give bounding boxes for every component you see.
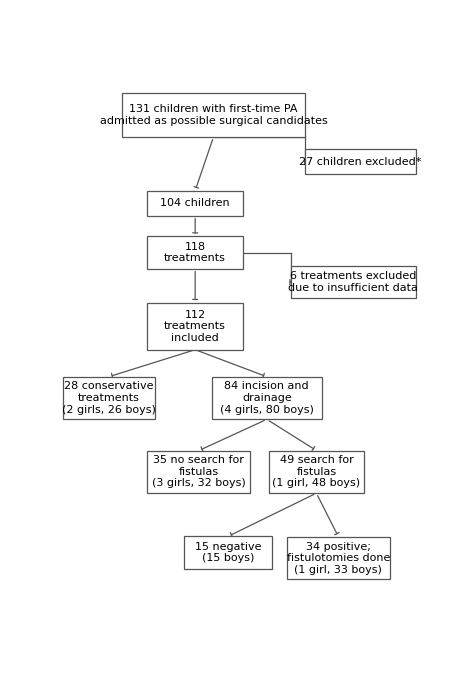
FancyBboxPatch shape bbox=[122, 92, 305, 137]
FancyBboxPatch shape bbox=[291, 266, 416, 298]
FancyBboxPatch shape bbox=[147, 190, 243, 215]
Text: 131 children with first-time PA
admitted as possible surgical candidates: 131 children with first-time PA admitted… bbox=[100, 104, 328, 126]
FancyBboxPatch shape bbox=[147, 236, 243, 269]
Text: 6 treatments excluded
due to insufficient data: 6 treatments excluded due to insufficien… bbox=[288, 271, 418, 293]
Text: 118
treatments: 118 treatments bbox=[164, 242, 226, 263]
Text: 84 incision and
drainage
(4 girls, 80 boys): 84 incision and drainage (4 girls, 80 bo… bbox=[220, 381, 314, 414]
Text: 15 negative
(15 boys): 15 negative (15 boys) bbox=[195, 541, 262, 563]
Text: 49 search for
fistulas
(1 girl, 48 boys): 49 search for fistulas (1 girl, 48 boys) bbox=[273, 455, 360, 489]
FancyBboxPatch shape bbox=[147, 450, 250, 493]
FancyBboxPatch shape bbox=[212, 377, 322, 419]
FancyBboxPatch shape bbox=[147, 303, 243, 350]
FancyBboxPatch shape bbox=[184, 537, 272, 568]
FancyBboxPatch shape bbox=[305, 149, 416, 174]
Text: 35 no search for
fistulas
(3 girls, 32 boys): 35 no search for fistulas (3 girls, 32 b… bbox=[152, 455, 246, 489]
FancyBboxPatch shape bbox=[63, 377, 155, 419]
Text: 112
treatments
included: 112 treatments included bbox=[164, 310, 226, 343]
Text: 27 children excluded*: 27 children excluded* bbox=[299, 157, 422, 167]
Text: 28 conservative
treatments
(2 girls, 26 boys): 28 conservative treatments (2 girls, 26 … bbox=[62, 381, 156, 414]
FancyBboxPatch shape bbox=[269, 450, 364, 493]
FancyBboxPatch shape bbox=[287, 537, 390, 579]
Text: 104 children: 104 children bbox=[160, 198, 230, 208]
Text: 34 positive;
fistulotomies done
(1 girl, 33 boys): 34 positive; fistulotomies done (1 girl,… bbox=[287, 541, 390, 574]
